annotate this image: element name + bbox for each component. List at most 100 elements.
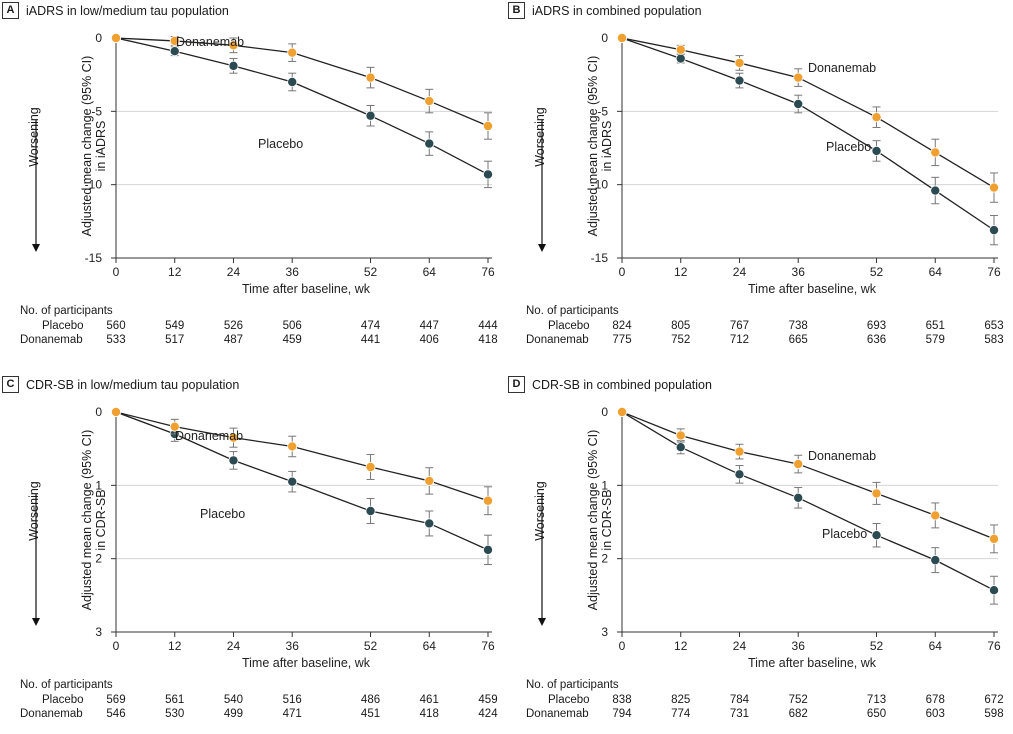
donanemab-count-cell: 517 bbox=[165, 334, 185, 346]
panel-letter: B bbox=[508, 2, 525, 19]
participants-header: No. of participants bbox=[526, 679, 619, 691]
donanemab-point bbox=[482, 121, 493, 132]
donanemab-point bbox=[793, 72, 804, 83]
placebo-point bbox=[365, 505, 376, 516]
donanemab-count-cell: 598 bbox=[984, 708, 1004, 720]
donanemab-line bbox=[621, 411, 995, 540]
placebo-point bbox=[793, 492, 804, 503]
donanemab-point bbox=[793, 459, 804, 470]
placebo-point bbox=[482, 544, 493, 555]
placebo-count-cell: 560 bbox=[106, 320, 126, 332]
placebo-count-cell: 561 bbox=[165, 694, 185, 706]
x-tick-label: 12 bbox=[168, 639, 182, 653]
placebo-point bbox=[734, 469, 745, 480]
donanemab-point bbox=[111, 407, 122, 418]
donanemab-point bbox=[228, 40, 239, 51]
donanemab-count-cell: 406 bbox=[419, 334, 439, 346]
donanemab-count-cell: 499 bbox=[223, 708, 244, 720]
panel-title-text: iADRS in combined population bbox=[532, 3, 702, 18]
panel-c: C CDR-SB in low/medium tau population Adju… bbox=[0, 374, 506, 734]
donanemab-count-cell: 682 bbox=[788, 708, 808, 720]
donanemab-count-cell: 530 bbox=[165, 708, 185, 720]
x-tick-label: 64 bbox=[423, 639, 437, 653]
x-tick-label: 36 bbox=[792, 639, 806, 653]
placebo-count-cell: 713 bbox=[866, 694, 887, 706]
donanemab-count-cell: 451 bbox=[360, 708, 381, 720]
placebo-count-cell: 474 bbox=[360, 320, 381, 332]
placebo-count-cell: 767 bbox=[729, 320, 750, 332]
placebo-count-cell: 824 bbox=[612, 320, 632, 332]
x-axis-label: Time after baseline, wk bbox=[242, 656, 371, 670]
donanemab-count-cell: 665 bbox=[788, 334, 808, 346]
x-tick-label: 12 bbox=[168, 265, 182, 279]
x-tick-label: 76 bbox=[987, 265, 1001, 279]
panel-title-text: iADRS in low/medium tau population bbox=[26, 3, 229, 18]
participants-header: No. of participants bbox=[20, 305, 113, 317]
x-axis-label: Time after baseline, wk bbox=[748, 282, 877, 296]
x-tick-label: 12 bbox=[674, 265, 688, 279]
x-tick-label: 36 bbox=[286, 265, 300, 279]
placebo-point bbox=[930, 185, 941, 196]
donanemab-series-label: Donanemab bbox=[176, 35, 244, 49]
placebo-point bbox=[675, 442, 686, 453]
panel-letter: C bbox=[2, 376, 19, 393]
placebo-count-cell: 653 bbox=[984, 320, 1004, 332]
x-tick-label: 52 bbox=[870, 639, 884, 653]
donanemab-point bbox=[871, 488, 882, 499]
x-tick-label: 12 bbox=[674, 639, 688, 653]
placebo-count-cell: 516 bbox=[282, 694, 302, 706]
placebo-point bbox=[734, 75, 745, 86]
participants-table: No. of participants Placebo 838 825 784 752 71… bbox=[526, 678, 1006, 722]
panel-title-text: CDR-SB in low/medium tau population bbox=[26, 377, 240, 392]
participants-table: No. of participants Placebo 569 561 540 516 48… bbox=[20, 678, 500, 722]
placebo-point bbox=[482, 169, 493, 180]
donanemab-count-cell: 636 bbox=[866, 334, 887, 346]
placebo-count-cell: 549 bbox=[165, 320, 185, 332]
placebo-point bbox=[287, 476, 298, 487]
x-tick-label: 24 bbox=[733, 265, 747, 279]
y-tick-label: -5 bbox=[91, 104, 102, 118]
participants-header: No. of participants bbox=[526, 305, 619, 317]
donanemab-series-label: Donanemab bbox=[808, 449, 876, 463]
placebo-series-label: Placebo bbox=[200, 507, 245, 521]
panel-letter: D bbox=[508, 376, 525, 393]
donanemab-point bbox=[424, 475, 435, 486]
placebo-series-label: Placebo bbox=[822, 527, 867, 541]
placebo-row-label: Placebo bbox=[42, 320, 84, 332]
placebo-count-cell: 805 bbox=[671, 320, 691, 332]
donanemab-count-cell: 712 bbox=[729, 334, 750, 346]
participants-table: No. of participants Placebo 560 549 526 506 47… bbox=[20, 304, 500, 348]
y-tick-label: 3 bbox=[601, 625, 608, 639]
participants-header: No. of participants bbox=[20, 679, 113, 691]
placebo-count-cell: 752 bbox=[788, 694, 808, 706]
donanemab-count-cell: 583 bbox=[984, 334, 1004, 346]
x-tick-label: 76 bbox=[481, 639, 495, 653]
placebo-row-label: Placebo bbox=[42, 694, 84, 706]
x-tick-label: 24 bbox=[227, 639, 241, 653]
y-tick-label: 0 bbox=[601, 405, 608, 419]
donanemab-series-label: Donanemab bbox=[808, 61, 876, 75]
donanemab-count-cell: 579 bbox=[925, 334, 945, 346]
y-tick-label: 0 bbox=[95, 31, 102, 45]
x-tick-label: 0 bbox=[619, 639, 626, 653]
x-tick-label: 24 bbox=[227, 265, 241, 279]
participants-table: No. of participants Placebo 824 805 767 738 69… bbox=[526, 304, 1006, 348]
placebo-row-label: Placebo bbox=[548, 320, 590, 332]
placebo-point bbox=[988, 225, 999, 236]
donanemab-point bbox=[287, 47, 298, 58]
panel-title: D CDR-SB in combined population bbox=[508, 376, 712, 393]
donanemab-count-cell: 774 bbox=[671, 708, 691, 720]
donanemab-count-cell: 650 bbox=[866, 708, 887, 720]
y-tick-label: -15 bbox=[591, 251, 609, 265]
donanemab-point bbox=[988, 182, 999, 193]
donanemab-point bbox=[871, 112, 882, 123]
placebo-count-cell: 693 bbox=[866, 320, 887, 332]
placebo-line bbox=[115, 37, 489, 175]
x-tick-label: 24 bbox=[733, 639, 747, 653]
donanemab-point bbox=[988, 533, 999, 544]
x-tick-label: 64 bbox=[423, 265, 437, 279]
